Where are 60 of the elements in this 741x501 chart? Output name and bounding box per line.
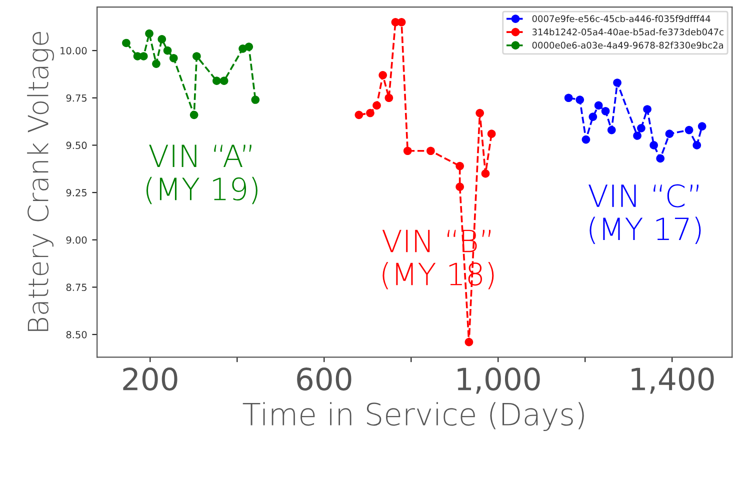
point <box>582 135 590 144</box>
x-tick-label: 600 <box>297 367 352 391</box>
point <box>564 94 573 102</box>
point <box>244 42 254 51</box>
point <box>665 130 674 138</box>
point <box>692 141 702 150</box>
point <box>588 112 598 121</box>
x-tick-label: 1,000 <box>458 367 540 394</box>
point <box>476 108 484 118</box>
y-tick-label: 9.00 <box>66 236 87 244</box>
y-tick-label: 9.50 <box>66 142 87 150</box>
point <box>464 338 474 346</box>
point <box>601 106 610 116</box>
point <box>594 101 603 110</box>
annotation: VIN “C” (MY 17) <box>588 184 701 244</box>
point <box>487 130 496 138</box>
point <box>212 76 221 86</box>
y-tick-label: 10.00 <box>60 47 87 54</box>
point <box>633 132 642 140</box>
point <box>456 182 464 192</box>
point <box>643 105 652 114</box>
point <box>698 122 706 130</box>
x-tick-label: 200 <box>123 367 178 391</box>
point <box>220 76 228 86</box>
point <box>152 60 160 68</box>
point <box>576 96 584 104</box>
point <box>481 169 490 178</box>
x-tick-label: 1,400 <box>632 367 714 394</box>
x-axis-title: Time in Service (Days) <box>242 402 584 432</box>
point <box>607 126 616 134</box>
point <box>372 101 381 110</box>
point <box>384 94 394 102</box>
point <box>192 52 201 60</box>
point <box>684 126 694 134</box>
point <box>650 141 658 150</box>
legend-label: 314b1242-05a4-40ae-b5ad-fe373deb047c <box>532 28 724 36</box>
y-tick-label: 9.75 <box>66 94 86 102</box>
point <box>190 110 198 120</box>
point <box>354 110 364 120</box>
y-tick-label: 9.25 <box>66 189 86 196</box>
point <box>122 38 130 48</box>
point <box>456 162 464 170</box>
legend-label: 0000e0e6-a03e-4a49-9678-82f330e9bc2a <box>532 42 724 49</box>
point <box>169 54 178 62</box>
point <box>145 29 154 38</box>
point <box>158 35 166 44</box>
point <box>251 96 260 104</box>
y-axis-title: Battery Crank Voltage <box>27 32 54 331</box>
point <box>656 154 665 163</box>
legend-label: 0007e9fe-e56c-45cb-a446-f035f9dfff44 <box>532 15 710 22</box>
point <box>378 70 388 80</box>
y-tick-label: 8.75 <box>66 284 86 292</box>
point <box>163 46 172 55</box>
y-tick-label: 8.50 <box>66 330 87 338</box>
point <box>426 146 435 156</box>
point <box>613 78 622 87</box>
point <box>403 146 412 156</box>
point <box>637 124 646 132</box>
point <box>366 108 374 118</box>
annotation: VIN “A” (MY 19) <box>146 144 258 204</box>
